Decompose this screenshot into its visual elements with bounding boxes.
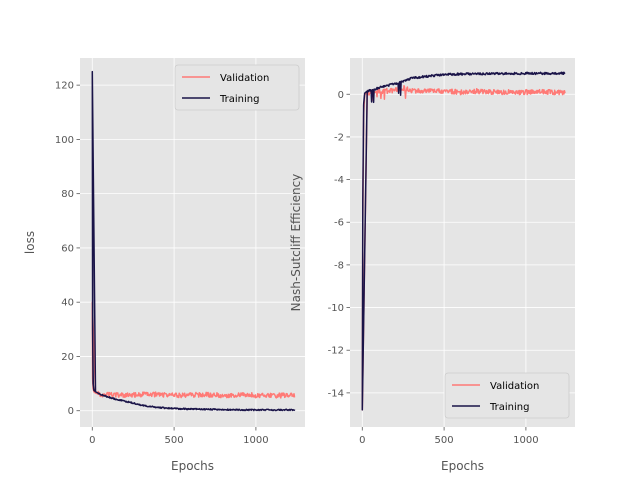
legend-label-validation: Validation — [490, 381, 539, 392]
series-line-validation — [91, 301, 296, 399]
y-tick-label: 60 — [61, 243, 74, 254]
y-tick-label: -2 — [334, 132, 344, 143]
x-axis-title: Epochs — [441, 459, 484, 473]
y-tick-label: 40 — [61, 298, 74, 309]
legend-label-training: Training — [219, 94, 259, 105]
loss-panel: 0 500 1000 0 20 40 60 80 100 120 Epochs loss Validat… — [23, 58, 305, 473]
y-axis-title: Nash-Sutcliff Efficiency — [289, 174, 303, 312]
x-axis-title: Epochs — [171, 459, 214, 473]
y-tick-label: -8 — [334, 260, 344, 271]
plot-area — [350, 58, 575, 427]
x-tick-label: 0 — [89, 435, 95, 446]
legend-label-validation: Validation — [220, 73, 269, 84]
legend: Validation Training — [444, 372, 570, 419]
y-tick-label: -12 — [328, 346, 344, 357]
x-tick-label: 500 — [435, 435, 454, 446]
y-tick-label: -10 — [328, 303, 344, 314]
y-tick-label: -4 — [334, 175, 344, 186]
series-line-training — [91, 70, 296, 412]
y-tick-label: 20 — [61, 352, 74, 363]
y-tick-label: 80 — [61, 189, 74, 200]
y-tick-label: 100 — [55, 135, 74, 146]
y-tick-label: -6 — [334, 218, 344, 229]
legend-label-training: Training — [489, 402, 529, 413]
x-tick-label: 500 — [165, 435, 184, 446]
y-tick-label: -14 — [328, 388, 344, 399]
series-line-validation — [361, 84, 566, 411]
legend: Validation Training — [174, 64, 300, 111]
x-tick-label: 1000 — [513, 435, 538, 446]
y-axis-title: loss — [23, 231, 37, 254]
y-tick-label: 120 — [55, 81, 74, 92]
plot-area — [80, 58, 305, 427]
x-tick-label: 1000 — [243, 435, 268, 446]
series-line-training — [361, 71, 566, 411]
y-tick-label: 0 — [338, 90, 344, 101]
y-tick-label: 0 — [68, 406, 74, 417]
nse-panel: 0 500 1000 -14 -12 -10 -8 -6 -4 -2 0 Epochs Nash-Sut… — [289, 58, 575, 473]
x-tick-label: 0 — [359, 435, 365, 446]
